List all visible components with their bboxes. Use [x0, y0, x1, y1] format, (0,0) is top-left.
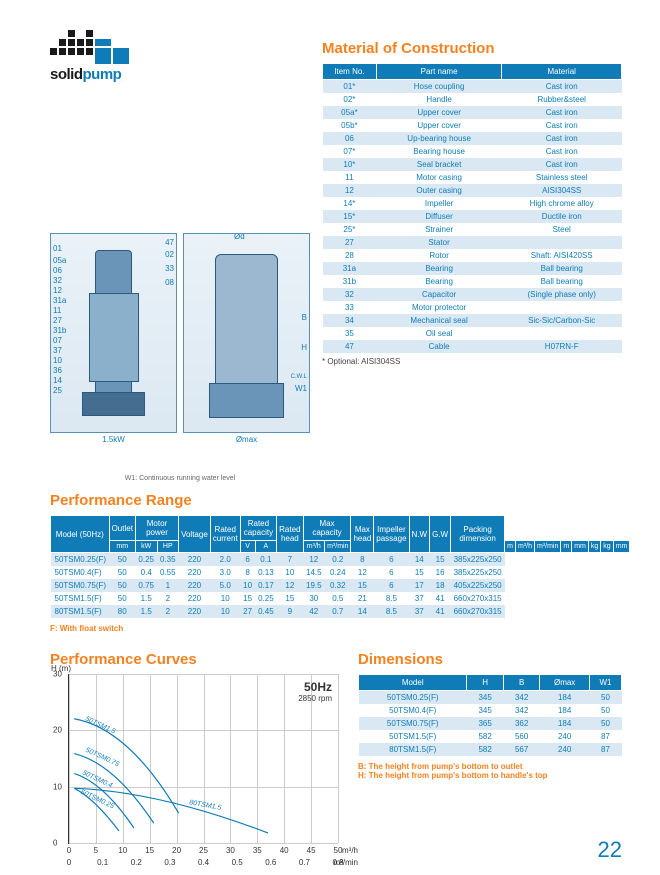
- table-row: 33Motor protector: [323, 301, 622, 314]
- table-row: 50TSM0.75(F)500.7512205.0100.171219.50.3…: [51, 579, 630, 592]
- diagram-subcaption: W1: Continuous running water level: [50, 475, 310, 482]
- dimensions-table: ModelHBØmaxW1 50TSM0.25(F)3453421845050T…: [358, 674, 622, 756]
- table-row: 12Outer casingAISI304SS: [323, 184, 622, 197]
- table-row: 50TSM0.25(F)500.250.352202.060.17120.286…: [51, 553, 630, 567]
- table-row: 01*Hose couplingCast iron: [323, 80, 622, 94]
- table-row: 31aBearingBall bearing: [323, 262, 622, 275]
- table-row: 07*Bearing houseCast iron: [323, 145, 622, 158]
- diagram-cutaway: 01 05a 06 32 12 31a 11 27 31b 07 37 10 3…: [50, 233, 177, 433]
- curves-title: Performance Curves: [50, 651, 338, 668]
- table-row: 05b*Upper coverCast iron: [323, 119, 622, 132]
- pump-diagrams: 01 05a 06 32 12 31a 11 27 31b 07 37 10 3…: [50, 233, 310, 473]
- page-number: 22: [598, 837, 622, 863]
- left-column: solidpump 01 05a 06 32 12 31a 11 27 31b: [50, 30, 310, 482]
- material-footnote: * Optional: AISI304SS: [322, 357, 622, 366]
- table-row: 35Oil seal: [323, 327, 622, 340]
- table-row: 14*ImpellerHigh chrome alloy: [323, 197, 622, 210]
- diagram-caption-right: Ømax: [183, 435, 310, 444]
- table-row: 80TSM1.5(F)58256724087: [359, 743, 622, 756]
- logo-text: solidpump: [50, 66, 310, 83]
- performance-chart: H (m) 30201000510152025303540455000.10.2…: [68, 674, 338, 844]
- table-row: 06Up-bearing houseCast iron: [323, 132, 622, 145]
- logo: solidpump: [50, 30, 310, 83]
- mat-h1: Part name: [376, 64, 502, 80]
- table-row: 50TSM0.4(F)500.40.552203.080.131014.50.2…: [51, 566, 630, 579]
- table-row: 50TSM0.4(F)34534218450: [359, 704, 622, 717]
- table-row: 32Capacitor(Single phase only): [323, 288, 622, 301]
- table-row: 28RotorShaft: AISI420SS: [323, 249, 622, 262]
- perf-note: F: With float switch: [50, 624, 622, 633]
- table-row: 50TSM1.5(F)58256024087: [359, 730, 622, 743]
- table-row: 05a*Upper coverCast iron: [323, 106, 622, 119]
- table-row: 34Mechanical sealSic-Sic/Carbon-Sic: [323, 314, 622, 327]
- table-row: 50TSM1.5(F)501.5222010150.2515300.5218.5…: [51, 592, 630, 605]
- mat-h2: Material: [502, 64, 622, 80]
- curves-section: Performance Curves H (m) 302010005101520…: [50, 641, 338, 844]
- dims-title: Dimensions: [358, 651, 622, 668]
- table-row: 25*StrainerSteel: [323, 223, 622, 236]
- material-table: Item No. Part name Material 01*Hose coup…: [322, 63, 622, 353]
- perf-range-title: Performance Range: [50, 492, 622, 509]
- table-row: 31bBearingBall bearing: [323, 275, 622, 288]
- dims-note: B: The height from pump's bottom to outl…: [358, 762, 622, 780]
- table-row: 02*HandleRubber&steel: [323, 93, 622, 106]
- material-section: Material of Construction Item No. Part n…: [322, 30, 622, 482]
- diagram-outline: Ød B H C.W.L W1: [183, 233, 310, 433]
- performance-table: Model (50Hz)OutletMotor powerVoltageRate…: [50, 515, 630, 618]
- table-row: 50TSM0.75(F)36536218450: [359, 717, 622, 730]
- table-row: 50TSM0.25(F)34534218450: [359, 691, 622, 705]
- diagram-caption-left: 1.5kW: [50, 435, 177, 444]
- table-row: 10*Seal bracketCast iron: [323, 158, 622, 171]
- material-title: Material of Construction: [322, 40, 622, 57]
- chart-rpm: 2850 rpm: [298, 694, 332, 703]
- table-row: 47CableH07RN-F: [323, 340, 622, 353]
- table-row: 80TSM1.5(F)801.5222010270.459420.7148.53…: [51, 605, 630, 618]
- chart-freq: 50Hz: [304, 680, 332, 694]
- table-row: 11Motor casingStainless steel: [323, 171, 622, 184]
- dimensions-section: Dimensions ModelHBØmaxW1 50TSM0.25(F)345…: [358, 641, 622, 844]
- mat-h0: Item No.: [323, 64, 377, 80]
- table-row: 15*DiffuserDuctile iron: [323, 210, 622, 223]
- table-row: 27Stator: [323, 236, 622, 249]
